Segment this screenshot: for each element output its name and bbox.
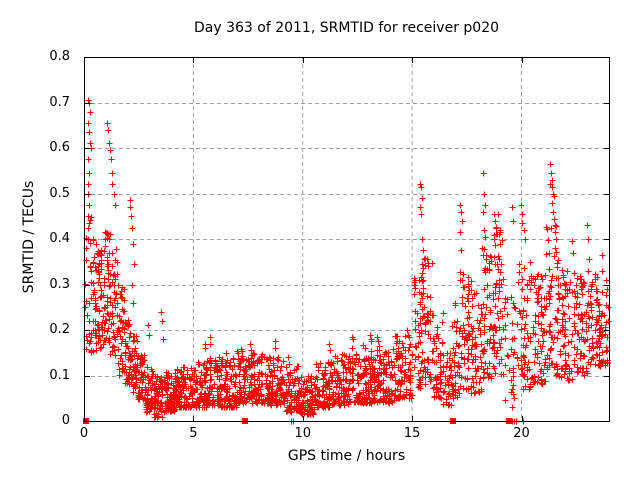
scatter-points [82, 97, 612, 425]
y-tick-label: 0.2 [49, 322, 70, 337]
y-tick-label: 0.3 [49, 276, 70, 292]
y-tick-label: 0.4 [49, 231, 70, 246]
y-tick-label: 0.5 [49, 185, 70, 201]
grid-lines [84, 57, 609, 421]
x-tick-label: 10 [294, 426, 312, 441]
x-tick-label: 5 [189, 426, 198, 441]
axes-frame [84, 57, 610, 422]
y-tick-label: 0 [61, 413, 70, 428]
chart-title: Day 363 of 2011, SRMTID for receiver p02… [193, 20, 500, 36]
y-tick-label: 0.6 [49, 140, 70, 155]
y-tick-label: 0.7 [49, 94, 70, 110]
x-axis-label: GPS time / hours [287, 448, 406, 464]
x-tick-label: 20 [513, 426, 530, 441]
y-tick-label: 0.8 [49, 49, 70, 64]
x-tick-label: 15 [403, 426, 421, 441]
y-tick-label: 0.1 [49, 367, 70, 383]
x-tick-label: 0 [79, 426, 89, 441]
